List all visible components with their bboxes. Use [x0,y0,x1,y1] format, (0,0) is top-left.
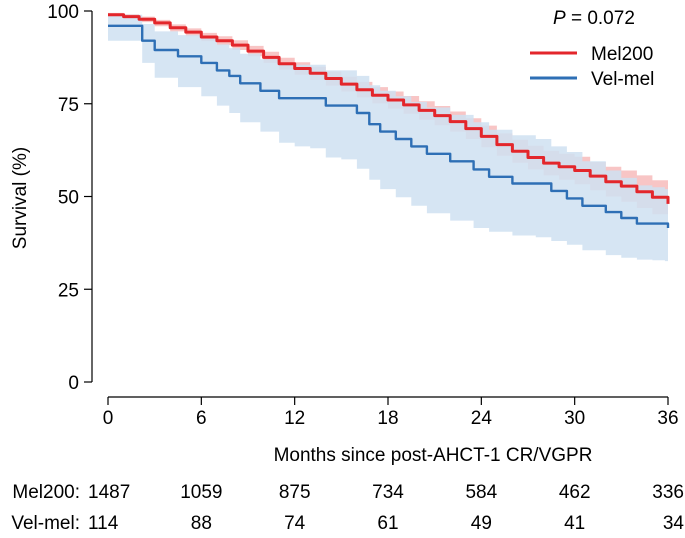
risk-table-label-vel-mel: Vel-mel: [11,513,80,534]
risk-count-mel200: 734 [372,482,404,503]
risk-count-mel200: 336 [652,482,684,503]
risk-count-mel200: 584 [465,482,497,503]
risk-count-mel200: 1059 [180,482,222,503]
risk-count-mel200: 1487 [88,482,130,503]
risk-count-vel-mel: 74 [284,513,306,534]
p-value-annotation: P = 0.072 [553,8,635,29]
y-axis-label: Survival (%) [10,147,31,249]
p-value-text: = 0.072 [566,8,635,29]
x-tick-label: 36 [657,408,678,429]
risk-count-vel-mel: 88 [191,513,212,534]
risk-count-vel-mel: 114 [88,513,119,534]
x-tick-label: 24 [471,408,493,429]
risk-table: Mel200: 1487 1059 875 734 584 462 336 Vel-mel: 11… [11,482,684,534]
legend-label-mel200: Mel200 [591,44,653,65]
legend: Mel200 Vel-mel [530,44,654,90]
y-tick-label: 25 [58,280,79,301]
survival-curve-mel200 [108,13,670,204]
x-tick-label: 30 [564,408,585,429]
legend-label-vel-mel: Vel-mel [591,69,654,90]
x-axis-label: Months since post-AHCT-1 CR/VGPR [274,445,593,466]
confidence-band-vel-mel [108,14,668,266]
risk-count-vel-mel: 49 [471,513,492,534]
x-tick-label: 18 [377,408,398,429]
p-value-symbol: P [553,8,566,29]
risk-count-mel200: 462 [559,482,591,503]
x-tick-label: 0 [103,408,114,429]
risk-count-vel-mel: 34 [663,513,685,534]
risk-table-label-mel200: Mel200: [12,482,80,503]
y-tick-label: 75 [58,95,79,116]
risk-count-vel-mel: 61 [377,513,398,534]
x-tick-label: 6 [196,408,207,429]
x-tick-label: 12 [284,408,305,429]
risk-count-mel200: 875 [279,482,311,503]
y-tick-label: 100 [47,2,79,23]
risk-count-vel-mel: 41 [564,513,585,534]
y-tick-label: 50 [58,188,79,209]
survival-curve-vel-mel [108,24,670,228]
y-tick-label: 0 [68,373,79,394]
